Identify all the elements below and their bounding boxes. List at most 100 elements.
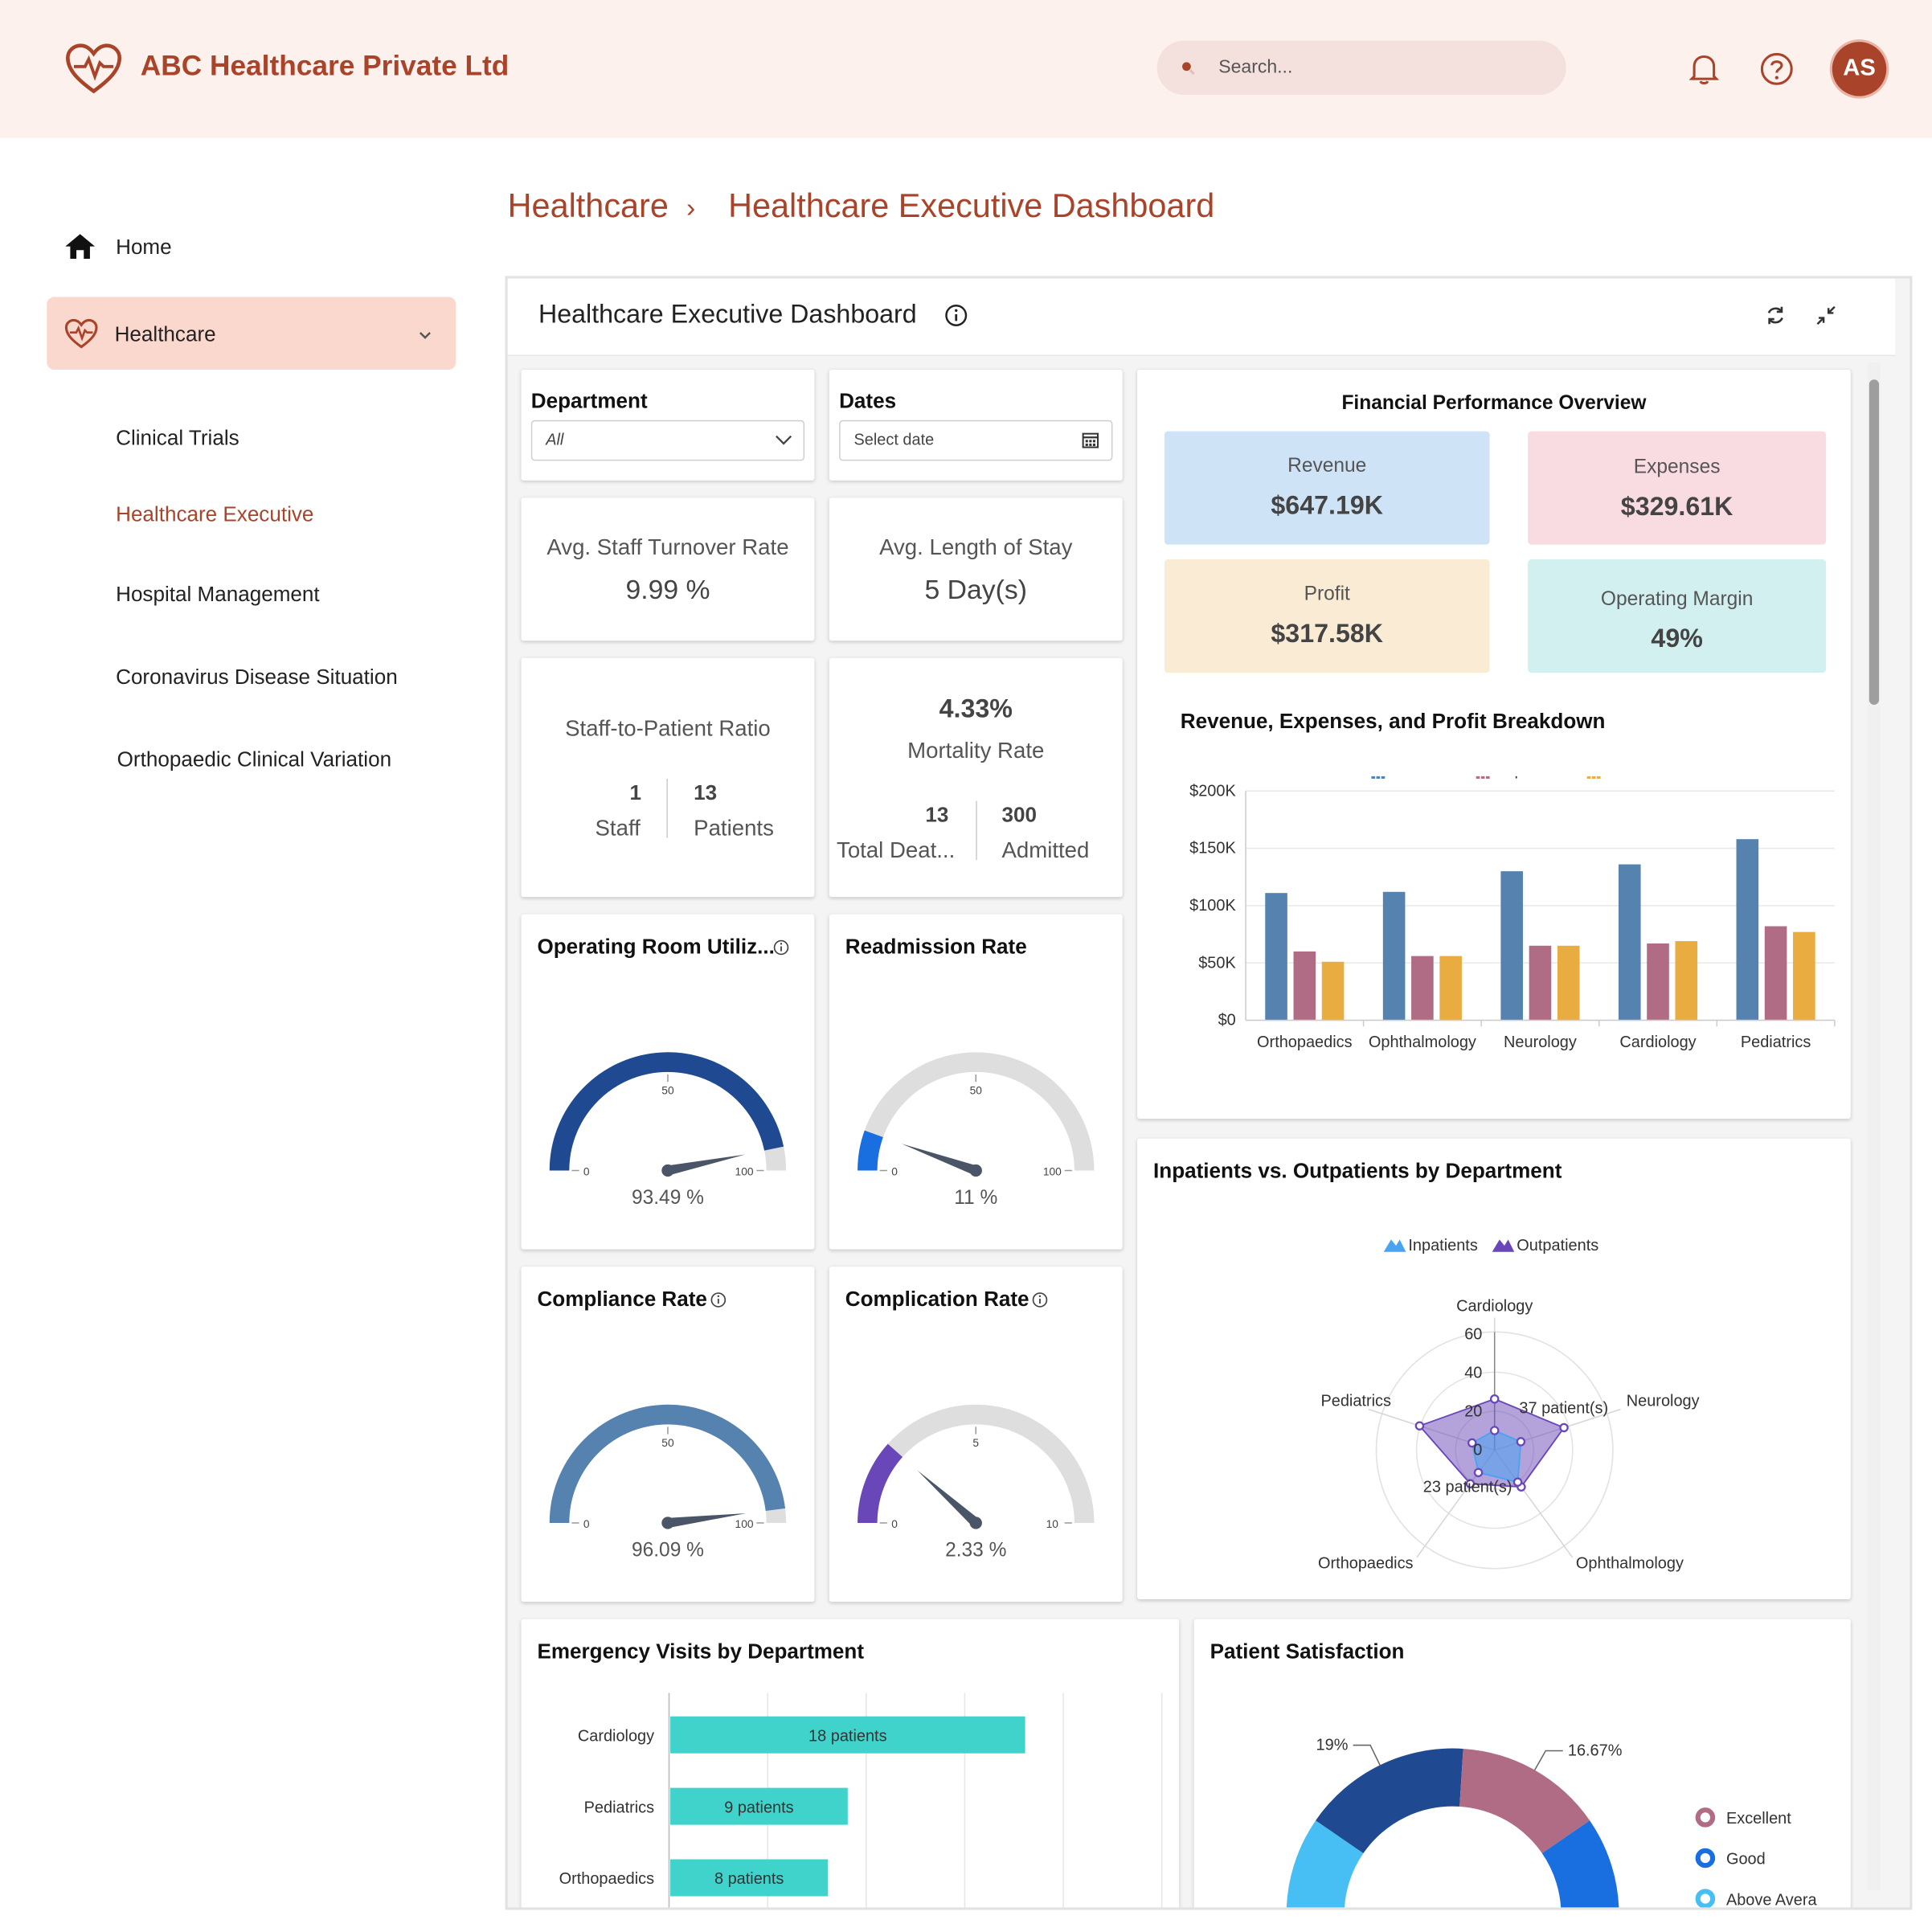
gauge-needle-hub (661, 1517, 674, 1529)
heart-pulse-icon (64, 318, 98, 349)
gauge-value: 11 % (954, 1187, 997, 1209)
bar (1382, 891, 1406, 1021)
operating-margin-tile: Operating Margin 49% (1528, 559, 1827, 673)
gauge-max-label: 100 (735, 1166, 754, 1178)
sidebar-item-clinical-trials[interactable]: Clinical Trials (116, 426, 239, 450)
sidebar-group-healthcare[interactable]: Healthcare (47, 297, 456, 370)
x-tick-label: Pediatrics (1741, 1034, 1811, 1051)
bar (670, 1787, 848, 1825)
tile-label: Operating Margin (1600, 588, 1754, 610)
patients-label: Patients (694, 815, 774, 841)
info-icon[interactable] (710, 1291, 727, 1308)
radar-point (1489, 1394, 1500, 1404)
legend-label: Profit (1607, 776, 1644, 779)
chevron-down-icon (776, 435, 792, 445)
radar-category-label: Neurology (1627, 1392, 1700, 1410)
sidebar-group-label: Healthcare (114, 322, 216, 346)
gauge-needle (901, 1144, 978, 1176)
chevron-down-icon (419, 332, 431, 339)
pie-slice (1541, 1820, 1619, 1908)
gauge-fill (549, 1052, 784, 1171)
staff-count: 1 (629, 781, 641, 805)
heart-logo-icon (66, 43, 122, 94)
radar-point (1559, 1422, 1569, 1433)
gauge-mid-label: 50 (661, 1437, 674, 1449)
legend-icon (1596, 776, 1601, 779)
legend-label: Outpatients (1517, 1237, 1598, 1255)
mortality-rate-card: 4.33% Mortality Rate 13 Total Deat... 30… (829, 657, 1123, 898)
radar-point (1512, 1477, 1523, 1487)
search-input[interactable]: Search... (1156, 40, 1566, 96)
bar (670, 1859, 829, 1897)
sidebar-item-orthopaedic[interactable]: Orthopaedic Clinical Variation (117, 747, 392, 772)
gauge-title: Complication Rate (845, 1287, 1029, 1312)
bar (1321, 961, 1345, 1021)
scrollbar[interactable] (1868, 362, 1881, 1890)
gauge-needle (666, 1154, 746, 1176)
x-tick-label: Ophthalmology (1369, 1034, 1476, 1051)
info-icon[interactable] (1031, 1291, 1048, 1308)
sidebar-item-healthcare-executive[interactable]: Healthcare Executive (116, 502, 314, 526)
profit-tile: Profit $317.58K (1164, 559, 1490, 673)
legend-icon (1695, 1807, 1716, 1828)
divider (976, 800, 977, 861)
tile-value: 49% (1651, 624, 1703, 653)
gauge-chart: 0 50 100 93.49 % (549, 1052, 787, 1209)
x-tick-label: Neurology (1504, 1034, 1577, 1051)
date-picker-input[interactable]: Select date (839, 420, 1113, 461)
legend-label: Revenue (1391, 776, 1455, 779)
help-icon[interactable] (1759, 51, 1794, 86)
sidebar-item-label: Home (116, 235, 172, 259)
department-select[interactable]: All (530, 420, 805, 461)
emergency-title: Emergency Visits by Department (537, 1639, 865, 1664)
gauge-needle (667, 1512, 747, 1529)
dashboard-header: Healthcare Executive Dashboard (507, 278, 1896, 357)
gauge-title: Operating Room Utiliz... (537, 935, 775, 959)
readmission-gauge-card: Readmission Rate 0 50 100 11 % (829, 914, 1123, 1250)
breadcrumb-parent[interactable]: Healthcare (507, 187, 669, 225)
revenue-tile: Revenue $647.19K (1164, 431, 1490, 545)
bell-icon[interactable] (1688, 53, 1719, 85)
pie-slice (1459, 1748, 1590, 1854)
dashboard-frame: Healthcare Executive Dashboard Departmen… (505, 276, 1913, 1910)
deaths-label: Total Deat... (837, 837, 956, 863)
bar-label: 18 patients (808, 1727, 887, 1745)
radar-point (1414, 1421, 1425, 1431)
legend-label: Good (1726, 1851, 1766, 1869)
gauge-min-label: 0 (891, 1166, 898, 1178)
emergency-bar-chart: 18 patients Cardiology 9 patients Pediatric… (559, 1693, 1163, 1908)
bar (1411, 956, 1434, 1021)
sidebar-item-home[interactable]: Home (64, 229, 385, 266)
pie-slice (1316, 1748, 1463, 1854)
gauge-mid-label: 5 (972, 1437, 979, 1449)
radar-point (1516, 1437, 1526, 1447)
company-name: ABC Healthcare Private Ltd (140, 49, 510, 82)
user-avatar[interactable]: AS (1832, 42, 1887, 96)
kpi-label: Avg. Staff Turnover Rate (546, 534, 789, 560)
gauge-chart: 0 50 100 96.09 % (549, 1404, 787, 1561)
sidebar-item-coronavirus[interactable]: Coronavirus Disease Situation (116, 665, 398, 690)
sidebar: Home Healthcare Clinical Trials Healthca… (0, 138, 493, 1932)
kpi-value: 5 Day(s) (924, 574, 1027, 605)
collapse-icon[interactable] (1815, 305, 1837, 327)
legend-icon (1480, 776, 1485, 779)
info-icon[interactable] (943, 303, 968, 328)
dates-label: Dates (839, 389, 897, 413)
radar-point (1467, 1438, 1477, 1448)
gauge-chart: 0 5 10 2.33 % (858, 1404, 1095, 1561)
pie-data-label: 19% (1316, 1737, 1349, 1754)
financial-title: Financial Performance Overview (1341, 393, 1647, 415)
pie-leader (1353, 1744, 1381, 1766)
deaths-count: 13 (925, 803, 949, 827)
radar-point (1465, 1479, 1476, 1488)
scrollbar-thumb[interactable] (1869, 379, 1880, 705)
breakdown-bar-chart: Revenue Expenses Profit $0 $50K $100K $150K $20… (1189, 776, 1836, 1051)
radar-tick-label: 20 (1464, 1403, 1482, 1421)
gauge-needle-hub (969, 1164, 982, 1177)
info-icon[interactable] (772, 939, 789, 956)
sidebar-item-hospital-management[interactable]: Hospital Management (116, 583, 320, 607)
tile-label: Expenses (1633, 456, 1721, 478)
refresh-icon[interactable] (1763, 303, 1788, 328)
bar (1793, 931, 1815, 1021)
tile-value: $329.61K (1620, 493, 1733, 522)
